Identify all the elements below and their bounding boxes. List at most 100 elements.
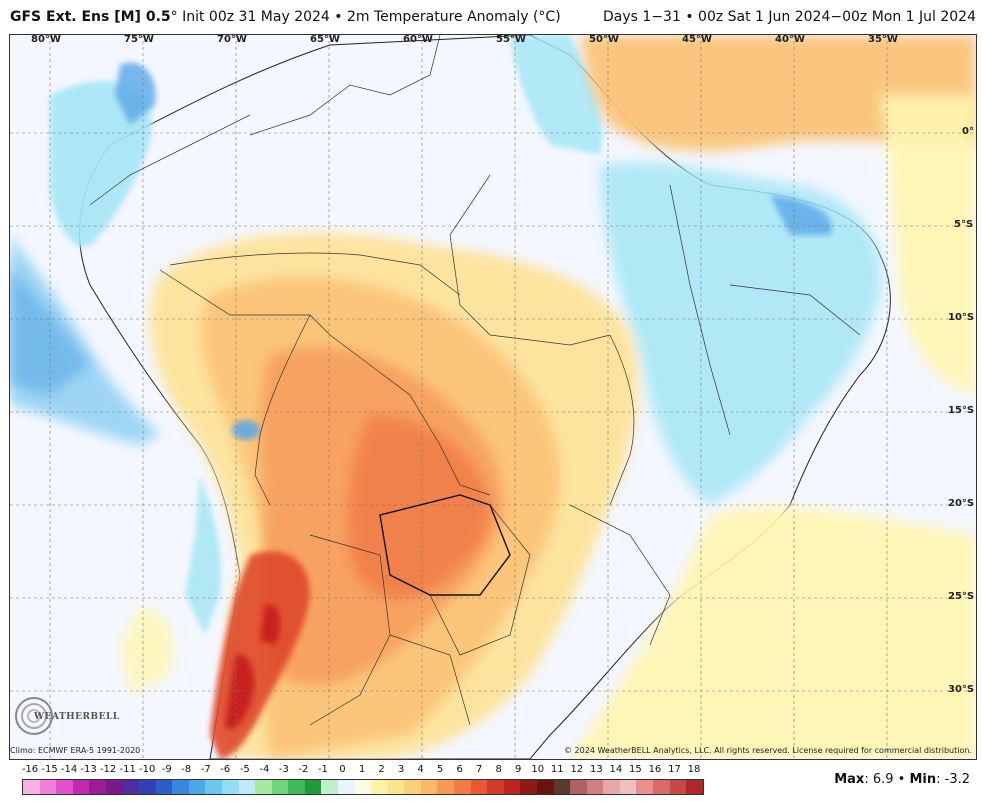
lon-label: 70°W	[217, 34, 247, 45]
color-legend	[22, 779, 704, 795]
legend-swatch	[354, 780, 372, 794]
legend-swatch	[72, 780, 90, 794]
legend-swatch	[652, 780, 670, 794]
legend-tick-label: 2	[378, 764, 385, 775]
min-value: : -3.2	[936, 772, 970, 787]
legend-swatch	[89, 780, 106, 794]
legend-swatch	[371, 780, 388, 794]
legend-swatch	[172, 780, 189, 794]
legend-swatch	[487, 780, 504, 794]
legend-tick-label: 8	[495, 764, 502, 775]
legend-tick-label: 9	[515, 764, 522, 775]
legend-swatch	[420, 780, 438, 794]
legend-tick-label: 13	[589, 764, 603, 775]
lon-label: 60°W	[403, 34, 433, 45]
lon-label: 40°W	[775, 34, 805, 45]
legend-tick-label: 4	[417, 764, 424, 775]
lon-label: 50°W	[589, 34, 619, 45]
lat-label: 10°S	[948, 312, 975, 323]
legend-tick-label: -2	[298, 764, 309, 775]
legend-tick-label: 0	[339, 764, 346, 775]
legend-swatch	[686, 780, 703, 794]
lat-label: 5°S	[954, 219, 974, 230]
logo-swirl-icon	[15, 697, 53, 735]
legend-tick-label: 17	[668, 764, 681, 775]
lat-label: 0°	[962, 126, 974, 137]
legend-swatch	[122, 780, 140, 794]
min-label: Min	[909, 772, 937, 787]
legend-tick-label: -5	[239, 764, 250, 775]
legend-swatch	[470, 780, 488, 794]
legend-swatch	[553, 780, 571, 794]
map-area: 80°W 75°W 70°W 65°W 60°W 55°W 50°W 45°W …	[9, 34, 977, 760]
legend-tick-label: 3	[397, 764, 405, 775]
max-value: : 6.9 •	[864, 772, 910, 787]
legend-swatch	[520, 780, 537, 794]
legend-swatch	[238, 780, 256, 794]
lon-label: 45°W	[682, 34, 712, 45]
legend-tick-label: -6	[220, 764, 231, 775]
model-name: GFS Ext. Ens [M] 0.5	[10, 9, 171, 25]
degree-symbol: °	[170, 9, 178, 25]
lon-label: 55°W	[496, 34, 526, 45]
legend-swatch	[271, 780, 289, 794]
legend-swatch	[636, 780, 653, 794]
lat-label: 30°S	[948, 684, 975, 695]
map-title: GFS Ext. Ens [M] 0.5° Init 00z 31 May 20…	[10, 0, 561, 34]
lon-label: 65°W	[310, 34, 340, 45]
legend-tick-label: -14	[60, 764, 78, 775]
lat-label: 20°S	[948, 498, 975, 509]
legend-tick-label: 18	[687, 764, 701, 775]
legend-swatch	[23, 780, 40, 794]
legend-tick-label: 14	[609, 764, 623, 775]
anomaly-map	[10, 35, 976, 759]
legend-tick-label: -3	[278, 764, 289, 775]
legend-swatch	[669, 780, 687, 794]
legend-tick-label: -11	[119, 764, 136, 775]
climo-note: Climo: ECMWF ERA-5 1991-2020	[10, 746, 141, 755]
legend-tick-label: 7	[475, 764, 483, 775]
lat-label: 25°S	[948, 591, 975, 602]
andes-cold-anomaly	[50, 81, 152, 248]
legend-swatch	[619, 780, 637, 794]
max-label: Max	[834, 772, 865, 787]
lat-lon-grid	[10, 35, 976, 759]
logo-text: WEATHERBELL	[34, 712, 120, 722]
legend-tick-label: 12	[570, 764, 584, 775]
map-header: GFS Ext. Ens [M] 0.5° Init 00z 31 May 20…	[0, 0, 984, 34]
legend-swatch	[404, 780, 421, 794]
legend-tick-label: -9	[161, 764, 172, 775]
legend-tick-label: -4	[259, 764, 270, 775]
legend-swatch	[56, 780, 73, 794]
legend-tick-label: -1	[317, 764, 328, 775]
legend-swatch	[337, 780, 355, 794]
legend-swatch	[288, 780, 305, 794]
legend-tick-label: -13	[80, 764, 97, 775]
legend-swatch	[39, 780, 57, 794]
legend-swatch	[387, 780, 405, 794]
legend-tick-label: -12	[99, 764, 117, 775]
legend-tick-label: 11	[550, 764, 564, 775]
weatherbell-logo: WEATHERBELL	[12, 694, 119, 740]
legend-tick-label: 1	[358, 764, 366, 775]
atlantic-warm-anomaly	[580, 35, 976, 151]
legend-tick-label: -16	[21, 764, 39, 775]
init-info: Init 00z 31 May 2024 • 2m Temperature An…	[177, 9, 561, 25]
legend-swatch	[570, 780, 587, 794]
northeast-cool-anomaly	[600, 162, 882, 505]
legend-tick-label: -8	[181, 764, 192, 775]
legend-tick-label: 15	[629, 764, 642, 775]
lon-label: 75°W	[124, 34, 154, 45]
political-borders	[89, 35, 861, 726]
south-atlantic-warm	[570, 506, 976, 759]
legend-swatch	[255, 780, 272, 794]
legend-tick-label: 16	[648, 764, 662, 775]
legend-swatch	[205, 780, 222, 794]
legend-swatch	[155, 780, 173, 794]
legend-tick-label: -10	[139, 764, 156, 775]
legend-swatch	[188, 780, 206, 794]
legend-tick-label: 10	[531, 764, 545, 775]
legend-swatch	[454, 780, 471, 794]
legend-ticks: -16 -15 -14 -13 -12 -11 -10 -9 -8 -7 -6 -5 -4 -3 -2 -1 0…	[22, 764, 702, 778]
legend-swatch	[139, 780, 156, 794]
